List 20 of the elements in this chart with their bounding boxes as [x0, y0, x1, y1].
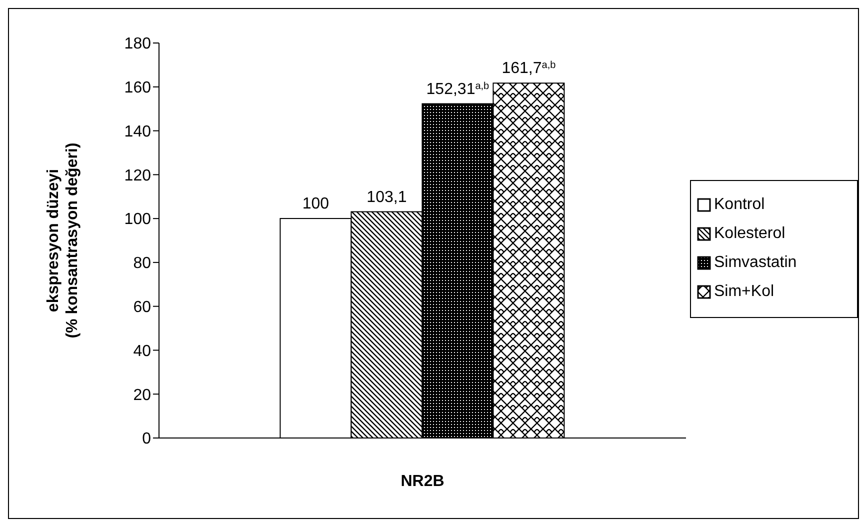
- data-label: 152,31$^{a,b}$: [426, 80, 490, 98]
- y-tick-label: 140: [124, 123, 152, 140]
- y-tick-label: 20: [133, 386, 152, 404]
- y-tick-label: 120: [124, 167, 152, 184]
- y-tick-label: 60: [133, 299, 152, 316]
- y-tick-label: 0: [142, 430, 152, 448]
- y-tick-label: 100: [124, 211, 152, 228]
- legend-label: Kolesterol: [714, 225, 786, 243]
- y-tick-label: 40: [133, 342, 152, 360]
- data-label: 100: [302, 196, 330, 213]
- y-tick-label: 180: [124, 36, 152, 53]
- legend-label: Sim+Kol: [714, 283, 774, 301]
- y-tick-label: 160: [124, 80, 152, 97]
- y-tick-label: 80: [133, 255, 152, 272]
- legend-label: Simvastatin: [714, 254, 797, 272]
- x-axis-title: NR2B: [400, 473, 444, 490]
- legend-label: Kontrol: [714, 196, 765, 214]
- data-label: 103,1: [366, 188, 407, 206]
- y-axis-title: ekspresyon düzeyi (% konsantrasyon değeri): [45, 142, 81, 338]
- data-label: 161,7$^{a,b}$: [502, 60, 556, 78]
